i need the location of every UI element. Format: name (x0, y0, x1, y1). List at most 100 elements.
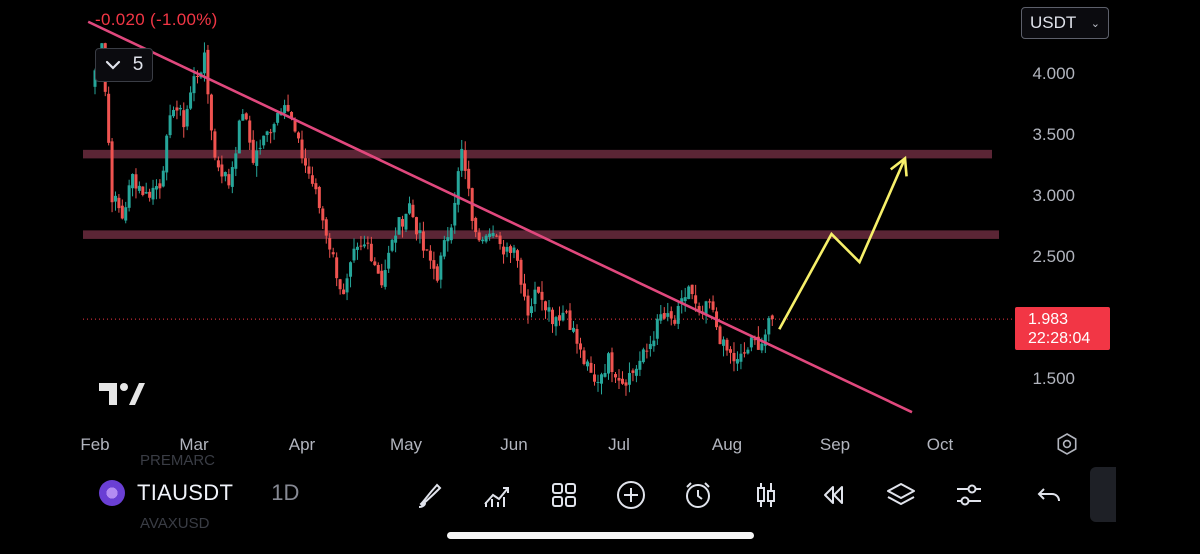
resistance-zone[interactable] (83, 149, 992, 159)
candle (669, 306, 673, 326)
indicators-icon[interactable] (480, 478, 514, 512)
candle (603, 363, 607, 378)
candle (107, 86, 111, 146)
candle (449, 224, 453, 244)
candle (185, 105, 189, 131)
currency-select[interactable]: USDT ⌄ (1021, 7, 1109, 39)
settings-sliders-icon[interactable] (952, 478, 986, 512)
candle (307, 158, 311, 179)
candle (366, 236, 370, 250)
symbol-selector[interactable]: TIAUSDT 1D (99, 480, 299, 506)
candle (554, 315, 558, 336)
month-tick-label: Aug (712, 435, 742, 454)
candle (380, 263, 384, 288)
brush-icon[interactable] (413, 478, 447, 512)
price-tick-label: 3.500 (1032, 125, 1075, 144)
candle (178, 104, 182, 116)
time-axis[interactable]: Feb Mar Apr May Jun Jul Aug Sep Oct (80, 435, 953, 454)
projection-arrowhead (889, 155, 908, 177)
candle (269, 128, 273, 144)
month-tick-label: Sep (820, 435, 850, 454)
candle (565, 309, 568, 314)
candle (272, 122, 276, 140)
candle (708, 298, 712, 309)
candle (673, 315, 677, 326)
symbol-name: TIAUSDT (137, 480, 234, 505)
layers-icon[interactable] (884, 478, 918, 512)
candle (265, 130, 269, 142)
candle (373, 257, 377, 267)
add-icon[interactable] (614, 478, 648, 512)
candle (519, 257, 523, 294)
home-indicator (447, 532, 754, 539)
ghost-symbol-above: PREMARC (140, 452, 216, 469)
price-axis[interactable]: 4.000 3.500 3.000 2.500 1.500 (1032, 64, 1075, 388)
candle (189, 86, 193, 110)
candle (711, 295, 715, 313)
alert-clock-icon[interactable] (681, 478, 715, 512)
candle (158, 179, 162, 199)
candle (338, 278, 342, 295)
projection-path[interactable] (778, 157, 907, 330)
candle (704, 300, 708, 324)
candle (575, 324, 579, 354)
candle (477, 228, 481, 242)
candle (411, 199, 415, 219)
resistance-zone[interactable] (83, 230, 999, 239)
price-tick-label: 3.000 (1032, 186, 1075, 205)
candle (491, 225, 495, 239)
candle (474, 216, 478, 238)
candle (131, 173, 135, 197)
axis-settings-icon[interactable] (1055, 432, 1079, 456)
candle (638, 351, 642, 377)
current-price-tag: 1.983 22:28:04 (1015, 307, 1110, 350)
candle (463, 141, 467, 180)
candle (251, 130, 255, 165)
candles-icon[interactable] (749, 478, 783, 512)
candle (659, 305, 663, 324)
bottom-toolbar: TIAUSDT 1D (83, 466, 1117, 524)
candle (255, 141, 259, 177)
layouts-icon[interactable] (547, 478, 581, 512)
candle (533, 281, 537, 312)
interval-button[interactable]: 1D (271, 480, 300, 505)
candle (648, 335, 652, 357)
chevron-down-icon (105, 54, 121, 76)
candle (227, 168, 231, 189)
candle (383, 259, 387, 290)
candle (223, 171, 227, 182)
candle (446, 227, 450, 252)
candle (359, 236, 363, 251)
candle (641, 347, 645, 364)
trendline-layer (87, 20, 913, 414)
candle (387, 245, 391, 274)
interval-collapse-button[interactable]: 5 (95, 48, 153, 82)
candle (234, 146, 238, 177)
candle (728, 346, 732, 364)
candle (141, 186, 145, 197)
candle (421, 221, 425, 258)
candle (352, 238, 356, 263)
ghost-symbol-below: AVAXUSD (140, 515, 210, 532)
replay-icon[interactable] (816, 478, 850, 512)
candle (655, 314, 659, 345)
candle (435, 263, 439, 283)
candle (213, 128, 217, 161)
tradingview-logo-icon (99, 383, 145, 405)
chevron-down-icon: ⌄ (1090, 17, 1100, 30)
candle (241, 109, 245, 121)
candle (530, 298, 533, 318)
undo-icon[interactable] (1032, 478, 1066, 512)
candle (596, 374, 600, 392)
candle (481, 236, 485, 244)
descending-trendline[interactable] (87, 20, 913, 414)
candle (276, 112, 280, 126)
candle (134, 168, 138, 199)
drawing-toolbar-edge-tab[interactable] (1090, 467, 1116, 522)
candle (230, 161, 234, 194)
candle (355, 242, 359, 260)
candle (561, 305, 565, 322)
candle (303, 148, 307, 173)
candle (220, 155, 224, 184)
